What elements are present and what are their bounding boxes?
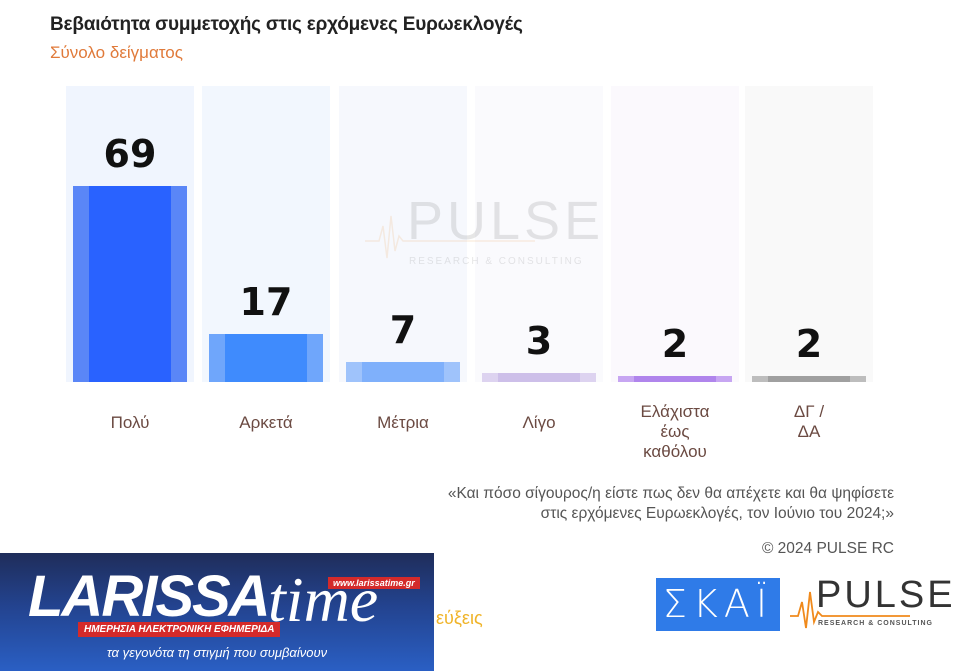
chart-column: 2 <box>745 86 873 382</box>
chart-column: 7 <box>339 86 467 382</box>
bar[interactable] <box>209 334 323 382</box>
bar-value-label: 3 <box>525 319 553 363</box>
bar[interactable] <box>73 186 187 382</box>
bar-fill <box>498 373 580 382</box>
bar-fill <box>89 186 171 382</box>
chart-column: 69 <box>66 86 194 382</box>
category-label: ΔΓ / ΔΑ <box>793 402 825 441</box>
chart-column: 17 <box>202 86 330 382</box>
bar-fill <box>634 376 716 382</box>
pulse-wave-icon <box>790 591 910 629</box>
chart-subtitle: Σύνολο δείγματος <box>50 43 183 62</box>
bar-fill <box>362 362 444 382</box>
partial-caption: εύξεις <box>436 608 483 628</box>
banner-brand-suffix: time <box>268 564 379 635</box>
chart-title: Βεβαιότητα συμμετοχής στις ερχόμενες Ευρ… <box>50 14 523 35</box>
bar[interactable] <box>482 373 596 382</box>
chart-column: 3 <box>475 86 603 382</box>
bar-fill <box>768 376 850 382</box>
banner-url[interactable]: www.larissatime.gr <box>328 577 420 589</box>
category-label: Λίγο <box>522 413 556 432</box>
bar-value-label: 7 <box>389 308 417 352</box>
chart-column: 2 <box>611 86 739 382</box>
copyright: © 2024 PULSE RC <box>761 540 894 557</box>
bar[interactable] <box>752 376 866 382</box>
bar-value-label: 17 <box>239 280 293 324</box>
category-label: Αρκετά <box>239 413 293 432</box>
banner-tagline: ΗΜΕΡΗΣΙΑ ΗΛΕΚΤΡΟΝΙΚΗ ΕΦΗΜΕΡΙΔΑ <box>78 622 281 637</box>
bar-value-label: 2 <box>795 322 823 366</box>
category-label: Πολύ <box>110 413 150 432</box>
bar-value-label: 2 <box>661 322 689 366</box>
banner-slogan: τα γεγονότα τη στιγμή που συμβαίνουν <box>106 645 328 660</box>
bar-fill <box>225 334 307 382</box>
bar-value-label: 69 <box>103 132 157 176</box>
bar[interactable] <box>618 376 732 382</box>
larissatime-banner[interactable]: LARISSA time www.larissatime.gr ΗΜΕΡΗΣΙΑ… <box>0 553 434 671</box>
category-label: Μέτρια <box>377 413 429 432</box>
skai-logo: ΣΚΑΪ <box>656 578 780 631</box>
bar[interactable] <box>346 362 460 382</box>
pulse-logo: PULSE RESEARCH & CONSULTING <box>790 574 953 633</box>
banner-brand: LARISSA <box>28 564 271 629</box>
survey-question: «Και πόσο σίγουρος/η είστε πως δεν θα απ… <box>447 485 894 522</box>
category-label: Ελάχιστα έως καθόλου <box>640 402 710 461</box>
